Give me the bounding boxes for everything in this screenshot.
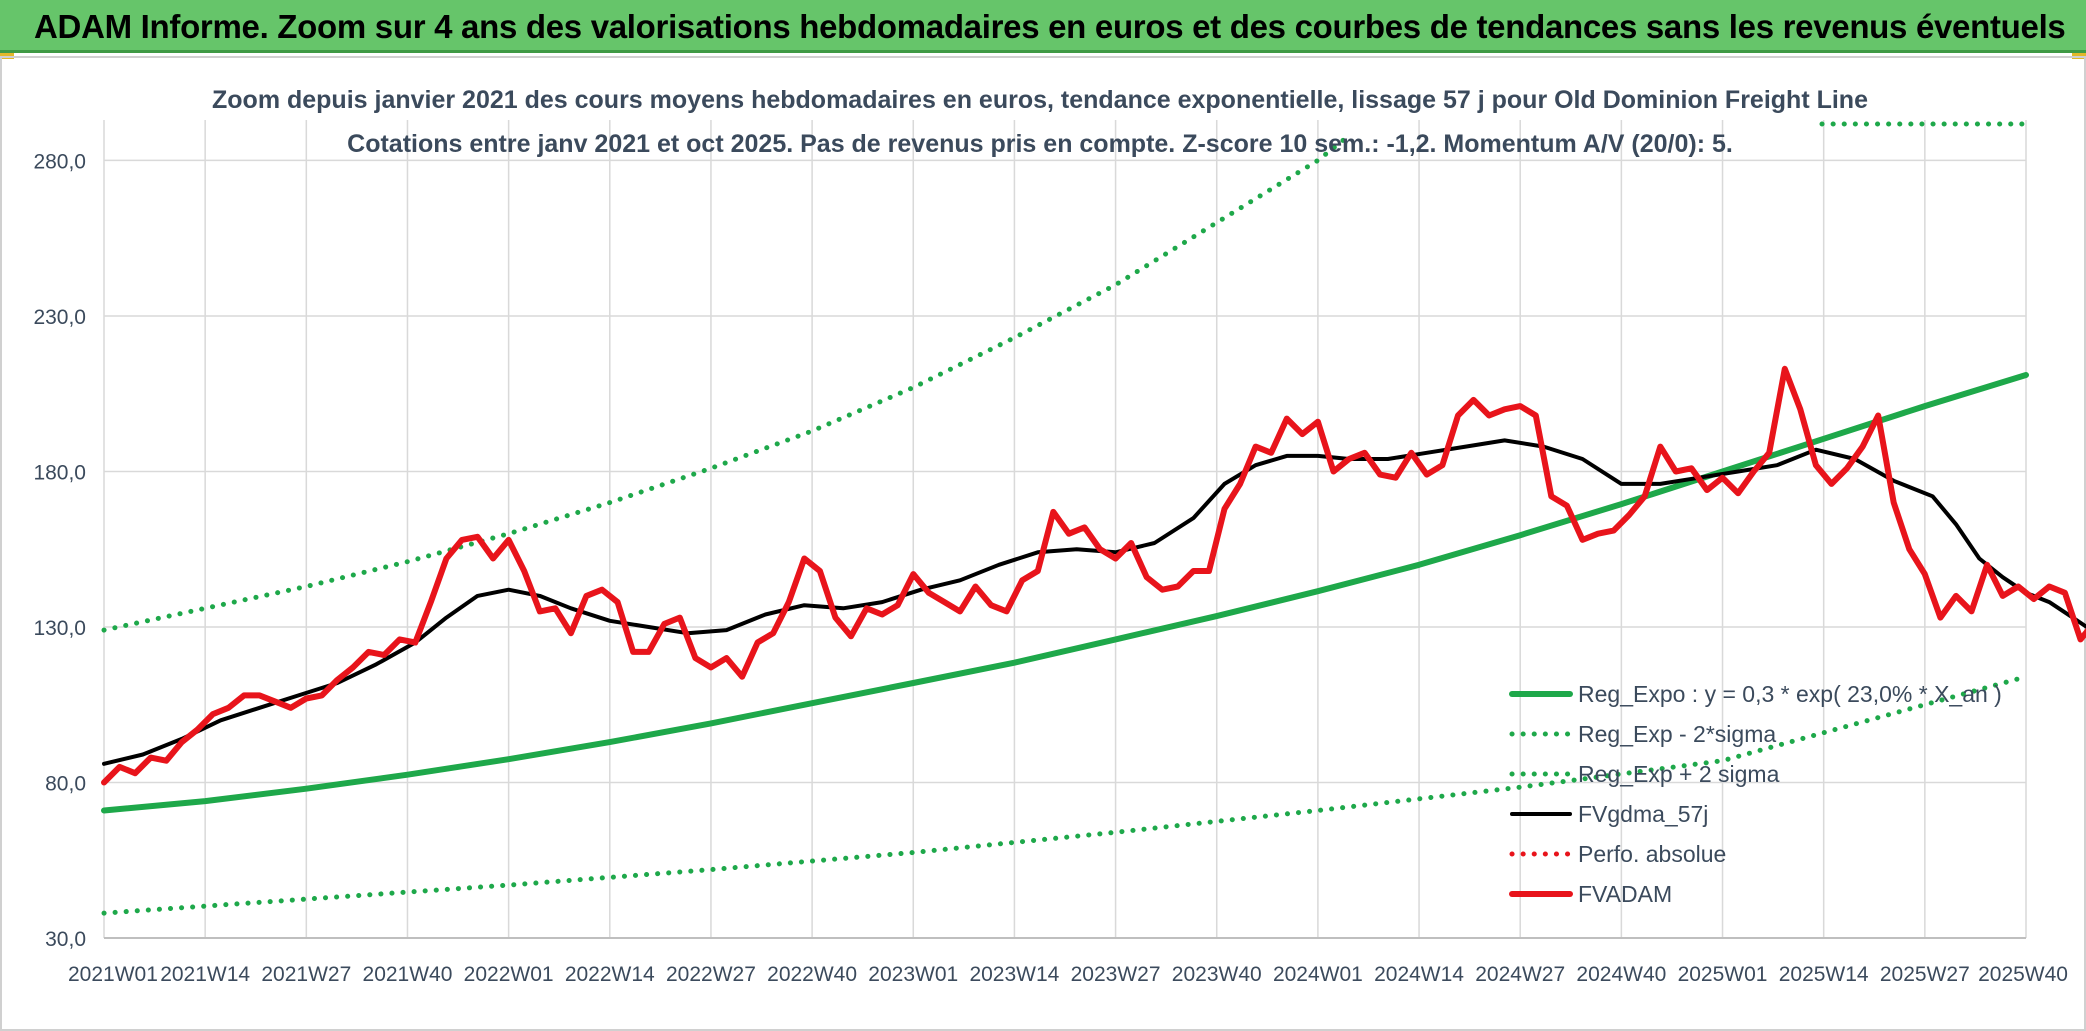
x-tick-label: 2023W40 [1172, 963, 1262, 986]
y-tick-label: 130,0 [33, 617, 86, 640]
legend: Reg_Expo : y = 0,3 * exp( 23,0% * X_an )… [1509, 681, 2002, 907]
series-line-reg-exp-2-sigma [101, 674, 2029, 916]
x-tick-label: 2025W01 [1678, 963, 1768, 986]
x-tick-label: 2022W40 [767, 963, 857, 986]
chart-title: Zoom depuis janvier 2021 des cours moyen… [212, 86, 1868, 114]
grid-lines [103, 120, 2027, 939]
legend-label: Reg_Exp - 2*sigma [1578, 721, 1776, 747]
chart-frame [0, 56, 2086, 1031]
header-banner: ADAM Informe. Zoom sur 4 ans des valoris… [0, 0, 2086, 53]
x-tick-label: 2023W01 [868, 963, 958, 986]
x-tick-label: 2022W01 [464, 963, 554, 986]
y-tick-label: 30,0 [45, 928, 86, 951]
y-tick-label: 180,0 [33, 461, 86, 484]
y-tick-label: 280,0 [33, 150, 86, 173]
x-tick-label: 2025W27 [1880, 963, 1970, 986]
x-tick-label: 2022W14 [565, 963, 655, 986]
x-tick-label: 2025W14 [1779, 963, 1869, 986]
x-tick-label: 2024W40 [1576, 963, 1666, 986]
chart-subtitle: Cotations entre janv 2021 et oct 2025. P… [347, 130, 1733, 158]
series-line-fvgdma-57j [102, 438, 2086, 766]
x-tick-label: 2024W27 [1475, 963, 1565, 986]
legend-label: Reg_Expo : y = 0,3 * exp( 23,0% * X_an ) [1578, 681, 2002, 707]
series-line-fvadam [101, 365, 2086, 786]
series-line-reg-exp-2-sigma [101, 133, 1352, 633]
legend-label: Reg_Exp + 2 sigma [1578, 761, 1780, 787]
x-tick-label: 2022W27 [666, 963, 756, 986]
x-tick-label: 2024W01 [1273, 963, 1363, 986]
x-tick-label: 2021W14 [160, 963, 250, 986]
y-tick-label: 80,0 [45, 772, 86, 795]
x-tick-label: 2025W40 [1978, 963, 2068, 986]
y-tick-label: 230,0 [33, 306, 86, 329]
legend-label: FVADAM [1578, 881, 1672, 907]
x-axis-tick-labels: 2021W01 2021W14 2021W27 2021W40 2022W01 2022W… [68, 963, 2068, 986]
x-tick-label: 2024W14 [1374, 963, 1464, 986]
legend-label: Perfo. absolue [1578, 841, 1726, 867]
x-tick-label: 2023W14 [969, 963, 1059, 986]
banner-title: ADAM Informe. Zoom sur 4 ans des valoris… [34, 8, 2066, 45]
x-tick-label: 2023W27 [1071, 963, 1161, 986]
legend-label: FVgdma_57j [1578, 801, 1708, 827]
x-tick-label: 2021W01 [68, 963, 158, 986]
x-tick-label: 2021W27 [261, 963, 351, 986]
series-group [101, 121, 2086, 916]
y-axis-tick-labels: 30,0 80,0 130,0 180,0 230,0 280,0 [33, 150, 86, 951]
x-tick-label: 2021W40 [363, 963, 453, 986]
